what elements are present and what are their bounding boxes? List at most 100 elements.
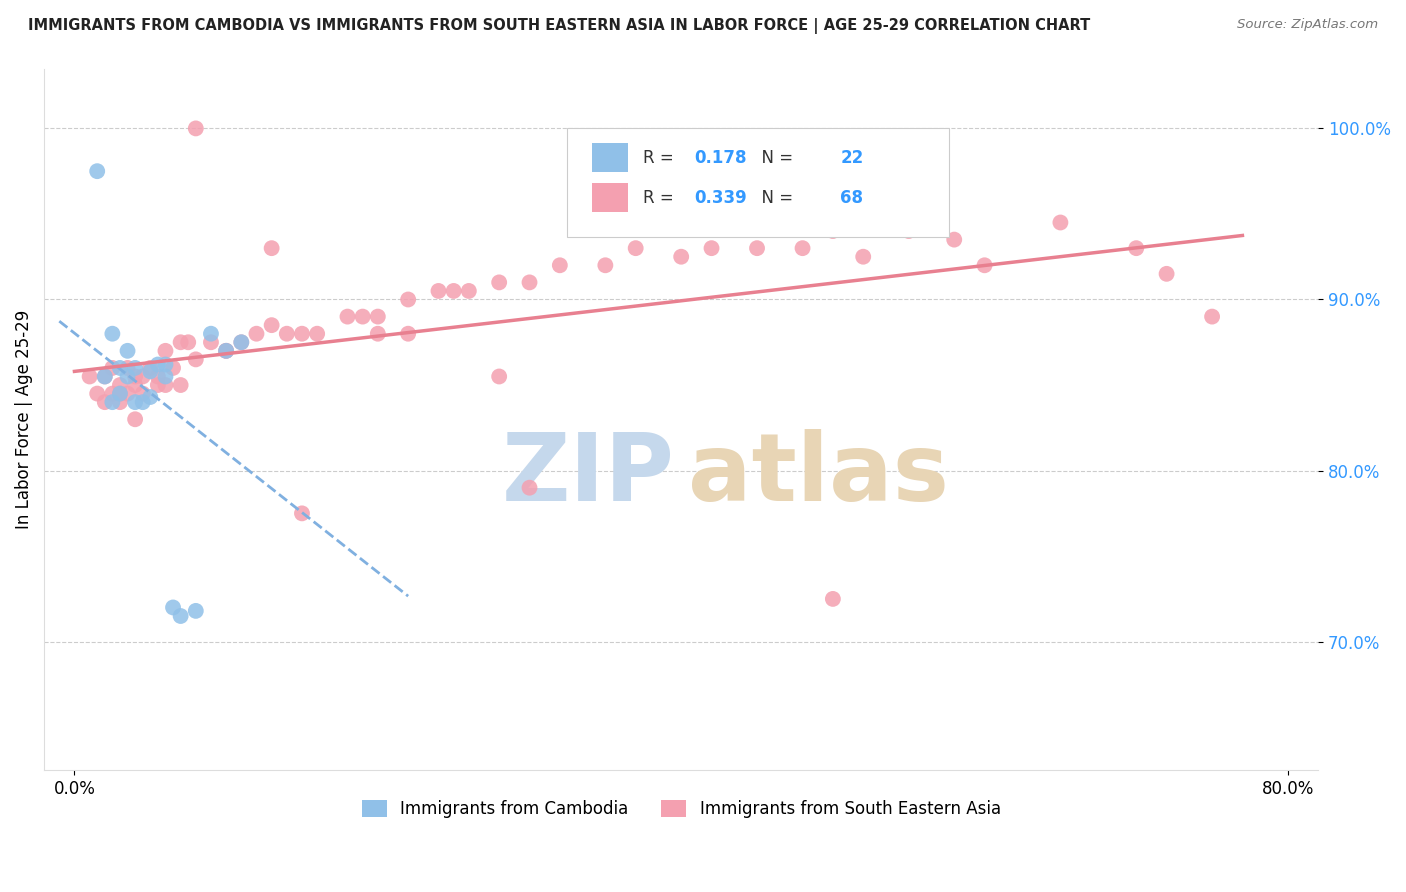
Text: N =: N = bbox=[751, 189, 799, 207]
Point bbox=[745, 241, 768, 255]
Point bbox=[200, 326, 222, 341]
Point bbox=[79, 369, 101, 384]
Point bbox=[155, 369, 177, 384]
Text: N =: N = bbox=[751, 149, 799, 168]
Text: Source: ZipAtlas.com: Source: ZipAtlas.com bbox=[1237, 18, 1378, 31]
Point bbox=[184, 121, 207, 136]
Point bbox=[1049, 215, 1071, 229]
Point bbox=[1156, 267, 1178, 281]
Point bbox=[108, 378, 131, 392]
Point bbox=[897, 224, 920, 238]
Text: 22: 22 bbox=[841, 149, 863, 168]
Point bbox=[86, 164, 108, 178]
Point bbox=[155, 358, 177, 372]
Point bbox=[94, 369, 117, 384]
Point bbox=[101, 326, 124, 341]
Point bbox=[215, 343, 238, 358]
Point bbox=[396, 293, 419, 307]
Point bbox=[396, 326, 419, 341]
Point bbox=[169, 378, 191, 392]
Point bbox=[291, 326, 314, 341]
Point bbox=[291, 507, 314, 521]
Point bbox=[86, 386, 108, 401]
Point bbox=[231, 335, 253, 350]
Point bbox=[124, 369, 146, 384]
Point bbox=[117, 343, 139, 358]
Point bbox=[488, 369, 510, 384]
Point bbox=[101, 360, 124, 375]
Text: atlas: atlas bbox=[688, 429, 949, 522]
Point bbox=[548, 258, 571, 272]
Point bbox=[336, 310, 359, 324]
Point bbox=[124, 378, 146, 392]
Text: IMMIGRANTS FROM CAMBODIA VS IMMIGRANTS FROM SOUTH EASTERN ASIA IN LABOR FORCE | : IMMIGRANTS FROM CAMBODIA VS IMMIGRANTS F… bbox=[28, 18, 1091, 34]
Point bbox=[276, 326, 298, 341]
Point bbox=[139, 364, 162, 378]
Point bbox=[215, 343, 238, 358]
Point bbox=[108, 386, 131, 401]
Text: R =: R = bbox=[643, 189, 679, 207]
Point bbox=[131, 369, 153, 384]
Point bbox=[307, 326, 329, 341]
Point bbox=[131, 386, 153, 401]
Point bbox=[169, 609, 191, 624]
Text: 68: 68 bbox=[841, 189, 863, 207]
Y-axis label: In Labor Force | Age 25-29: In Labor Force | Age 25-29 bbox=[15, 310, 32, 529]
Point bbox=[427, 284, 450, 298]
Point bbox=[101, 386, 124, 401]
Point bbox=[124, 395, 146, 409]
Point bbox=[367, 310, 389, 324]
Point bbox=[200, 335, 222, 350]
Point bbox=[146, 358, 169, 372]
Point bbox=[595, 258, 617, 272]
Point bbox=[943, 233, 966, 247]
Point bbox=[108, 395, 131, 409]
Point bbox=[1125, 241, 1147, 255]
Point bbox=[624, 241, 647, 255]
Point bbox=[821, 591, 844, 606]
Point bbox=[1201, 310, 1223, 324]
Point bbox=[124, 360, 146, 375]
Point bbox=[101, 395, 124, 409]
Point bbox=[177, 335, 200, 350]
Point bbox=[184, 352, 207, 367]
Point bbox=[519, 481, 541, 495]
Point bbox=[131, 395, 153, 409]
Text: ZIP: ZIP bbox=[502, 429, 675, 522]
Point bbox=[108, 360, 131, 375]
Point bbox=[245, 326, 267, 341]
Point bbox=[162, 600, 184, 615]
Point bbox=[792, 241, 814, 255]
Point bbox=[352, 310, 374, 324]
Point bbox=[488, 276, 510, 290]
Point bbox=[139, 390, 162, 404]
Legend: Immigrants from Cambodia, Immigrants from South Eastern Asia: Immigrants from Cambodia, Immigrants fro… bbox=[354, 793, 1008, 825]
Point bbox=[117, 386, 139, 401]
Point bbox=[260, 318, 283, 333]
Point bbox=[700, 241, 723, 255]
Text: 0.339: 0.339 bbox=[695, 189, 747, 207]
Point bbox=[852, 250, 875, 264]
Point bbox=[155, 378, 177, 392]
Point bbox=[94, 369, 117, 384]
Point bbox=[108, 386, 131, 401]
Point bbox=[231, 335, 253, 350]
Point bbox=[973, 258, 995, 272]
Point bbox=[117, 369, 139, 384]
Text: 0.178: 0.178 bbox=[695, 149, 747, 168]
Text: R =: R = bbox=[643, 149, 679, 168]
FancyBboxPatch shape bbox=[567, 128, 949, 237]
Point bbox=[117, 360, 139, 375]
Point bbox=[669, 250, 692, 264]
Point bbox=[184, 604, 207, 618]
Point bbox=[215, 343, 238, 358]
FancyBboxPatch shape bbox=[592, 143, 627, 172]
Point bbox=[821, 224, 844, 238]
Point bbox=[162, 360, 184, 375]
FancyBboxPatch shape bbox=[592, 183, 627, 212]
Point bbox=[124, 412, 146, 426]
Point bbox=[457, 284, 479, 298]
Point bbox=[260, 241, 283, 255]
Point bbox=[146, 369, 169, 384]
Point bbox=[169, 335, 191, 350]
